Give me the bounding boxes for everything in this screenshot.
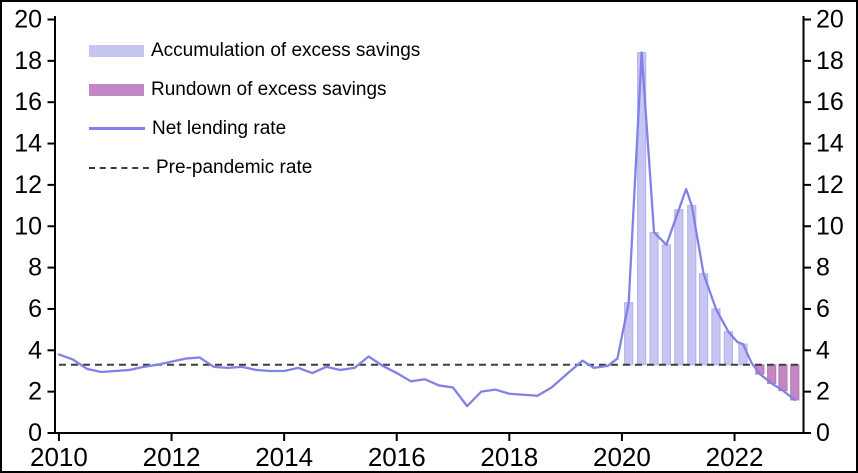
x-tick-label: 2010	[30, 442, 88, 472]
y-tick-label: 6	[28, 295, 42, 323]
y-tick-label: 0	[28, 419, 42, 447]
accumulation-bar	[649, 231, 659, 366]
x-tick-label: 2020	[593, 442, 651, 472]
x-tick-label: 2022	[706, 442, 764, 472]
accumulation-bar	[674, 209, 684, 366]
y-tick-label: 10	[14, 212, 42, 240]
x-tick-label: 2016	[368, 442, 426, 472]
x-tick-label: 2012	[143, 442, 201, 472]
rundown-bars	[755, 364, 800, 401]
x-tick-label: 2018	[480, 442, 538, 472]
net-lending-line-swatch-icon	[89, 127, 145, 130]
y-tick-label: 14	[816, 130, 844, 158]
accumulation-bars	[624, 52, 748, 366]
y-tick-label: 16	[14, 88, 42, 116]
y-tick-label: 2	[816, 378, 830, 406]
y-tick-label: 2	[28, 378, 42, 406]
y-tick-label: 20	[816, 6, 844, 34]
legend-label-accumulation: Accumulation of excess savings	[151, 39, 421, 61]
y-tick-label: 12	[14, 171, 42, 199]
accumulation-bar	[711, 308, 721, 366]
y-tick-label: 0	[816, 419, 830, 447]
y-tick-label: 10	[816, 212, 844, 240]
y-tick-label: 8	[816, 254, 830, 282]
accumulation-swatch-icon	[89, 44, 144, 57]
y-tick-label: 4	[816, 336, 830, 364]
net-lending-rate-line	[57, 51, 796, 408]
accumulation-bar	[687, 205, 697, 366]
accumulation-bar	[738, 343, 748, 366]
x-tick-label: 2014	[255, 442, 313, 472]
accumulation-bar	[661, 244, 671, 366]
legend-label-net-lending: Net lending rate	[152, 117, 287, 139]
y-tick-label: 12	[816, 171, 844, 199]
y-tick-label: 16	[816, 88, 844, 116]
legend-label-rundown: Rundown of excess savings	[151, 78, 387, 100]
accumulation-bar	[698, 273, 709, 366]
y-tick-label: 14	[14, 130, 42, 158]
legend-item-rundown: Rundown of excess savings	[89, 70, 420, 109]
legend-item-net-lending: Net lending rate	[89, 109, 420, 148]
legend-item-pre-pandemic: Pre-pandemic rate	[89, 148, 420, 187]
legend: Accumulation of excess savings Rundown o…	[89, 31, 420, 187]
rundown-bar	[778, 364, 788, 392]
y-tick-label: 20	[14, 6, 42, 34]
y-tick-label: 4	[28, 336, 42, 364]
y-tick-label: 6	[816, 295, 830, 323]
legend-label-pre-pandemic: Pre-pandemic rate	[156, 156, 313, 178]
pre-pandemic-dash-swatch-icon	[89, 166, 149, 169]
axes	[47, 16, 811, 441]
rundown-swatch-icon	[89, 83, 144, 96]
rundown-bar	[790, 364, 800, 401]
y-tick-label: 18	[14, 47, 42, 75]
y-tick-label: 8	[28, 254, 42, 282]
y-tick-label: 18	[816, 47, 844, 75]
legend-item-accumulation: Accumulation of excess savings	[89, 31, 420, 70]
